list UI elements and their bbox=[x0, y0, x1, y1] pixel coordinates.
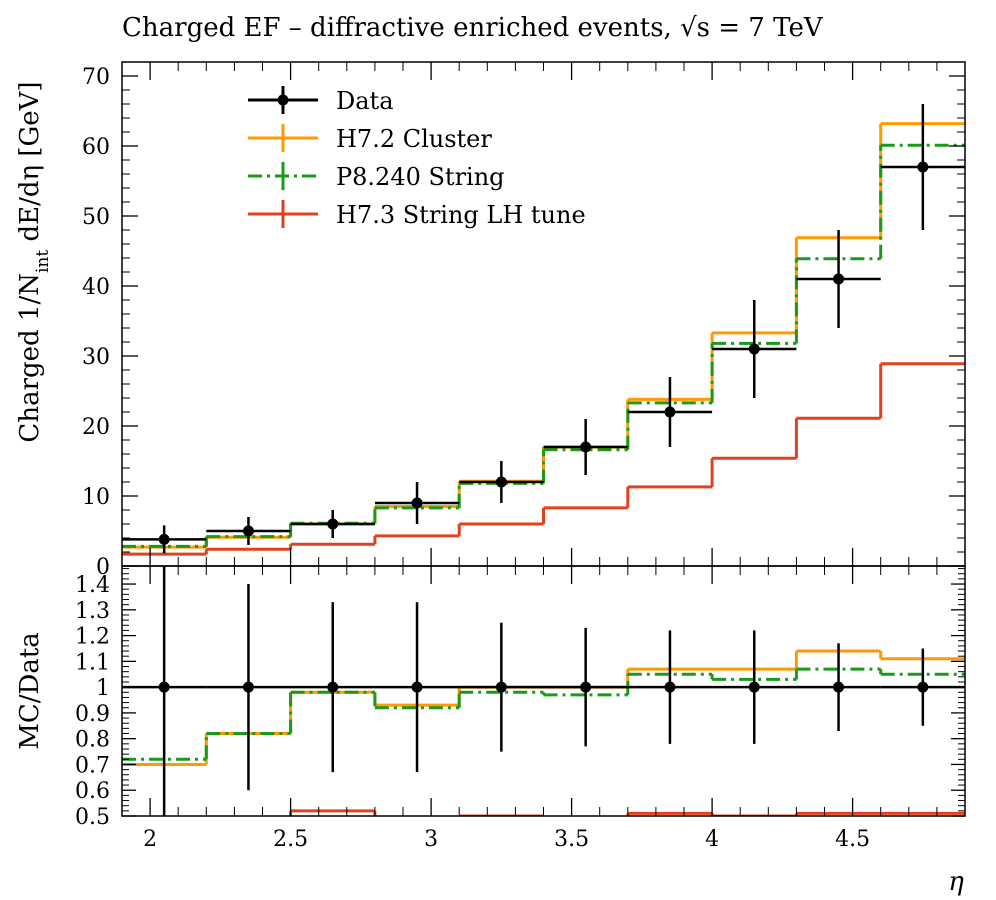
ratio-data-point-8 bbox=[833, 681, 845, 693]
xtick-label-1: 2.5 bbox=[273, 827, 308, 852]
xtick-label-0: 2 bbox=[143, 827, 157, 852]
ratio-data-point-6 bbox=[664, 681, 676, 693]
main-data-point-9 bbox=[917, 161, 929, 173]
legend-label-0: Data bbox=[336, 87, 394, 115]
ratio-data-point-3 bbox=[411, 681, 423, 693]
main-data-point-5 bbox=[580, 441, 592, 453]
main-ytick-label-7: 70 bbox=[82, 65, 110, 90]
legend-label-1: H7.2 Cluster bbox=[336, 125, 492, 153]
ratio-ytick-label-5: 1 bbox=[96, 676, 110, 701]
main-ytick-label-2: 20 bbox=[82, 415, 110, 440]
main-data-point-6 bbox=[664, 406, 676, 418]
ratio-ytick-label-9: 1.4 bbox=[75, 573, 110, 598]
xtick-label-5: 4.5 bbox=[835, 827, 870, 852]
main-data-point-2 bbox=[327, 518, 339, 530]
ratio-data-point-5 bbox=[580, 681, 592, 693]
main-ytick-label-3: 30 bbox=[82, 345, 110, 370]
legend-label-2: P8.240 String bbox=[336, 163, 505, 191]
main-data-point-7 bbox=[748, 343, 760, 355]
ratio-ytick-label-1: 0.6 bbox=[75, 779, 110, 804]
ratio-ytick-label-6: 1.1 bbox=[75, 650, 110, 675]
ratio-data-point-9 bbox=[917, 681, 929, 693]
xtick-label-3: 3.5 bbox=[554, 827, 589, 852]
xtick-label-4: 4 bbox=[705, 827, 719, 852]
ratio-ytick-label-4: 0.9 bbox=[75, 702, 110, 727]
ratio-data-point-0 bbox=[158, 681, 170, 693]
y-axis-label-main: Charged 1/Nint dE/dη [GeV] bbox=[15, 81, 53, 442]
xtick-label-2: 3 bbox=[424, 827, 438, 852]
main-data-point-0 bbox=[158, 533, 170, 545]
main-ytick-label-5: 50 bbox=[82, 205, 110, 230]
main-ytick-label-4: 40 bbox=[82, 275, 110, 300]
main-ytick-label-1: 10 bbox=[82, 485, 110, 510]
legend: Data H7.2 Cluster P8.240 String H7.3 String… bbox=[248, 86, 586, 229]
main-data-point-4 bbox=[495, 476, 507, 488]
main-data-point-8 bbox=[833, 273, 845, 285]
ratio-data-point-4 bbox=[495, 681, 507, 693]
main-data-point-1 bbox=[242, 525, 254, 537]
ratio-ytick-label-7: 1.2 bbox=[75, 625, 110, 650]
main-ytick-label-0: 0 bbox=[96, 555, 110, 580]
chart-title: Charged EF – diffractive enriched events… bbox=[122, 13, 824, 43]
ratio-data-point-1 bbox=[242, 681, 254, 693]
legend-label-3: H7.3 String LH tune bbox=[336, 201, 586, 229]
main-ytick-label-6: 60 bbox=[82, 135, 110, 160]
ratio-ytick-label-3: 0.8 bbox=[75, 728, 110, 753]
main-data-point-3 bbox=[411, 497, 423, 509]
ratio-ytick-label-8: 1.3 bbox=[75, 599, 110, 624]
x-axis-label: η bbox=[948, 867, 964, 897]
ratio-ytick-label-0: 0.5 bbox=[75, 805, 110, 830]
legend-marker-0 bbox=[277, 94, 289, 106]
ratio-ytick-label-2: 0.7 bbox=[75, 753, 110, 778]
y-axis-label-ratio: MC/Data bbox=[15, 632, 45, 750]
ratio-data-point-7 bbox=[748, 681, 760, 693]
ratio-data-point-2 bbox=[327, 681, 339, 693]
